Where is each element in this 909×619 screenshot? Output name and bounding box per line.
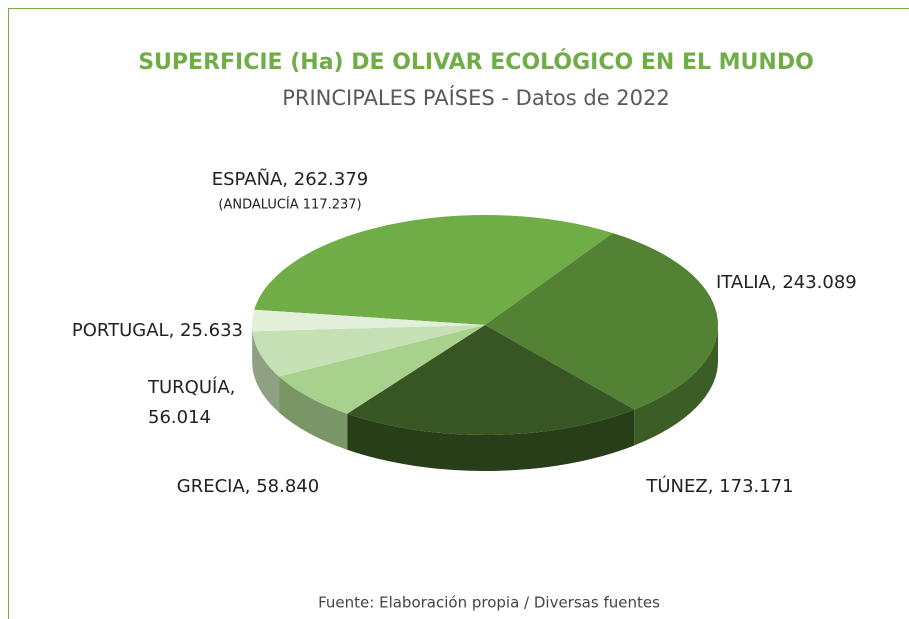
chart-subtitle: PRINCIPALES PAÍSES - Datos de 2022: [282, 85, 670, 110]
data-label: ITALIA, 243.089: [716, 272, 857, 293]
data-label: PORTUGAL, 25.633: [72, 320, 243, 341]
pie-side: [279, 376, 348, 450]
pie-side: [347, 409, 635, 471]
data-label: TÚNEZ, 173.171: [645, 475, 793, 497]
pie-side: [252, 331, 280, 413]
pie-slice: [254, 215, 613, 325]
data-label: TURQUÍA, 56.014: [147, 376, 235, 428]
source: Fuente: Elaboración propia / Diversas fu…: [318, 594, 660, 612]
annotation: (ANDALUCÍA 117.237): [218, 197, 361, 213]
data-label: GRECIA, 58.840: [177, 476, 319, 497]
pie-slice: [347, 325, 635, 435]
pie-slice: [279, 325, 485, 414]
pie-slice: [251, 309, 485, 332]
chart-title: SUPERFICIE (Ha) DE OLIVAR ECOLÓGICO EN E…: [138, 49, 814, 75]
pie-slice: [252, 325, 485, 377]
pie-side: [634, 325, 718, 446]
data-label: ESPAÑA, 262.379: [212, 168, 368, 190]
pie-slice: [485, 233, 718, 410]
